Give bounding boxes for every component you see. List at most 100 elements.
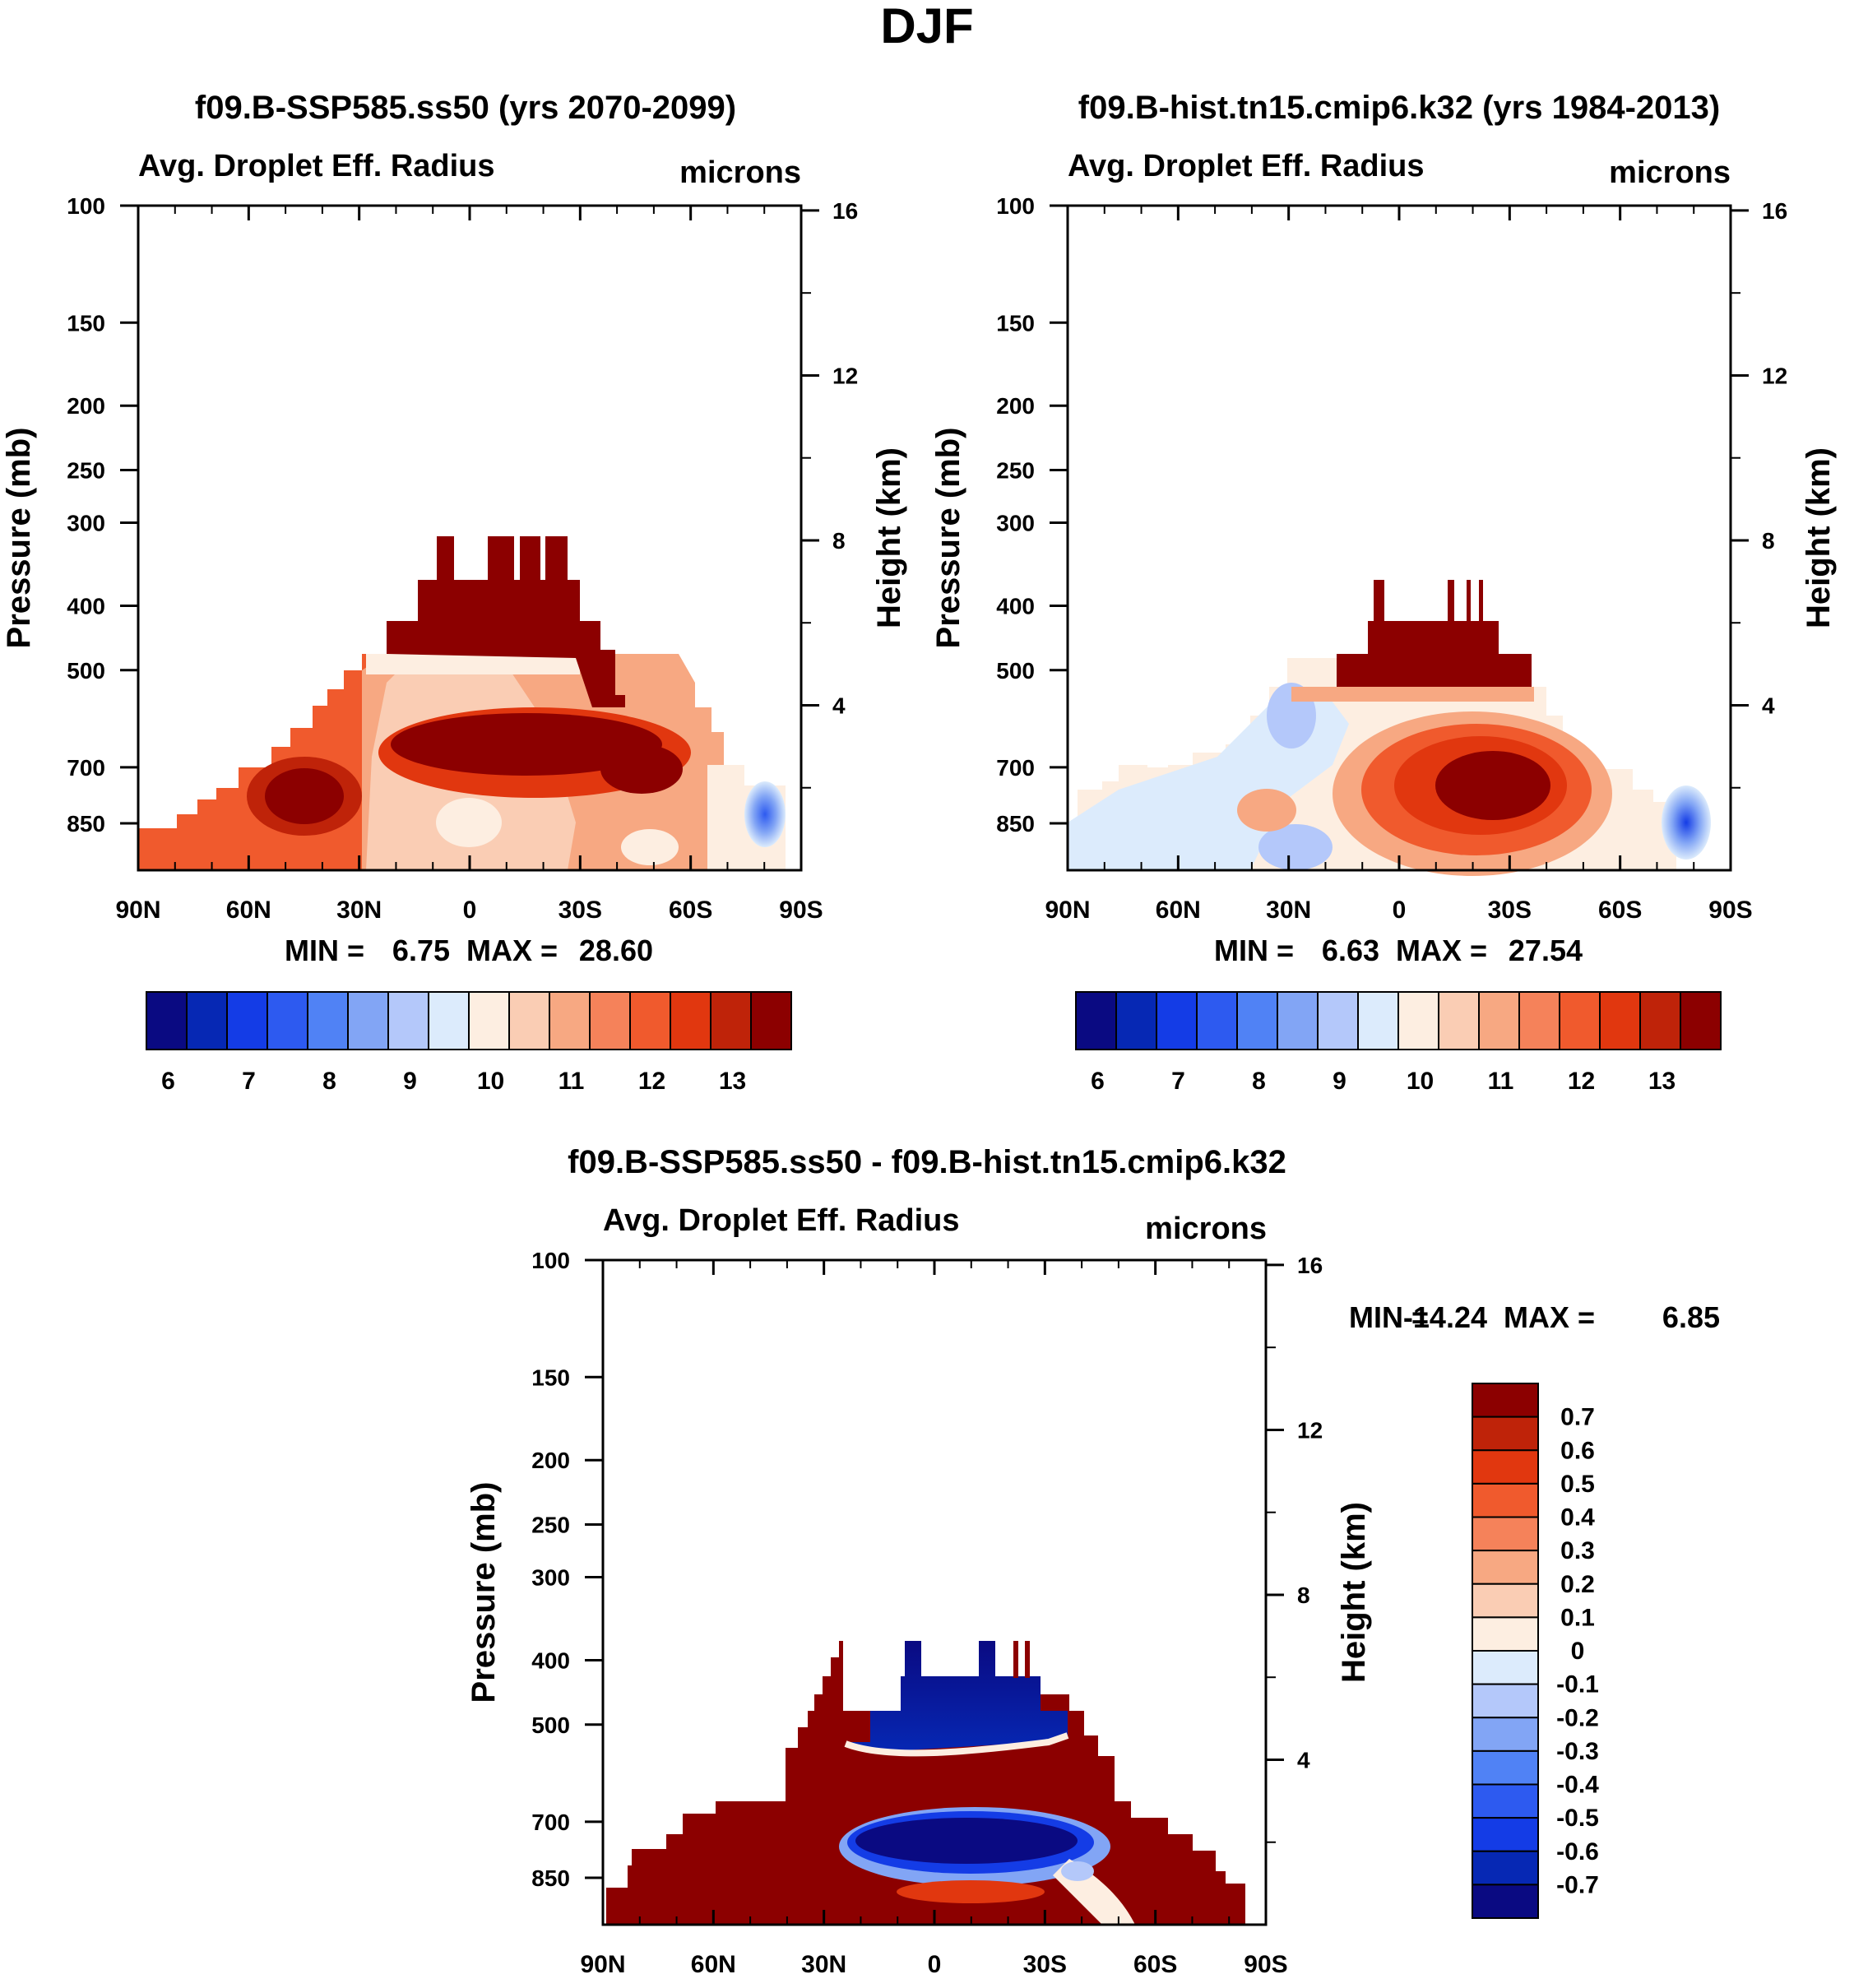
colorbar-swatch [1472, 1516, 1539, 1552]
y2-tick-label: 4 [1762, 693, 1775, 718]
p1-field-blue-patch [744, 781, 786, 847]
x-tick-label: 60S [669, 897, 712, 924]
colorbar-label: 7 [1171, 1068, 1185, 1095]
panel-2-max-label: MAX = [1396, 934, 1487, 967]
panel-2-title: f09.B-hist.tn15.cmip6.k32 (yrs 1984-2013… [1078, 90, 1720, 126]
y2-tick-label: 16 [1297, 1253, 1323, 1278]
colorbar-swatch [629, 991, 671, 1050]
x-tick-label: 90S [1708, 897, 1752, 924]
x-tick-label: 30S [1488, 897, 1532, 924]
panel-1-min-value: 6.75 [392, 934, 450, 967]
y-tick-label: 150 [67, 310, 105, 336]
p2-field-top-block [1337, 580, 1532, 687]
colorbar-swatch [468, 991, 510, 1050]
colorbar-label: -0.1 [1556, 1671, 1599, 1698]
panel-1-field [138, 536, 786, 870]
y-tick-label: 150 [996, 310, 1035, 336]
colorbar-swatch [1599, 991, 1641, 1050]
p3-field-top-block [846, 1641, 1068, 1754]
panel-3-max-label: MAX = [1504, 1300, 1595, 1334]
colorbar-label: 0.4 [1560, 1504, 1595, 1532]
colorbar-label: 10 [1407, 1068, 1434, 1095]
main-title: DJF [880, 0, 973, 53]
y-tick-label: 700 [996, 755, 1035, 781]
colorbar-label: 13 [719, 1068, 746, 1095]
y-tick-label: 250 [67, 458, 105, 484]
panel-3-title: f09.B-SSP585.ss50 - f09.B-hist.tn15.cmip… [568, 1144, 1286, 1180]
panel-1-y2label: Height (km) [871, 447, 907, 628]
y-tick-label: 850 [996, 811, 1035, 836]
x-tick-label: 90S [779, 897, 823, 924]
p2-field-blue-c [1258, 824, 1333, 870]
colorbar-label: -0.3 [1556, 1738, 1599, 1765]
panel-3-y2label: Height (km) [1336, 1502, 1372, 1683]
panel-3-units-label: microns [1145, 1212, 1267, 1246]
x-tick-label: 30N [801, 1951, 846, 1978]
panel-3-colorbar: 0.7 0.6 0.5 0.4 0.3 0.2 0.1 0 -0.1 -0.2 -0.3 -0.4 -0… [1472, 1383, 1599, 1919]
colorbar-label: -0.4 [1556, 1772, 1599, 1799]
y-tick-label: 200 [996, 393, 1035, 419]
colorbar-swatch [1680, 991, 1722, 1050]
panel-3-min-label: MIN = [1349, 1300, 1429, 1334]
colorbar-swatch [347, 991, 389, 1050]
y2-tick-label: 12 [1297, 1417, 1323, 1443]
colorbar-label: 6 [161, 1068, 175, 1095]
p3-field-blob-tail-blue [1061, 1861, 1094, 1881]
y-tick-label: 150 [531, 1365, 570, 1390]
panel-1-variable-label: Avg. Droplet Eff. Radius [138, 149, 495, 183]
colorbar-swatch [1472, 1616, 1539, 1652]
panel-3: f09.B-SSP585.ss50 - f09.B-hist.tn15.cmip… [466, 1144, 1720, 1978]
colorbar-swatch [1472, 1749, 1539, 1786]
x-tick-label: 0 [1393, 897, 1407, 924]
colorbar-swatch [1472, 1783, 1539, 1819]
colorbar-label: 6 [1091, 1068, 1105, 1095]
panel-2-stats: MIN = 6.63 MAX = 27.54 [1214, 934, 1583, 967]
p1-field-core-eq [391, 713, 662, 776]
panel-2-min-label: MIN = [1214, 934, 1294, 967]
colorbar-swatch [710, 991, 752, 1050]
p2-field-pale-band [1291, 687, 1534, 702]
colorbar-label: 0.1 [1560, 1604, 1595, 1631]
y2-tick-label: 8 [832, 528, 846, 554]
y-tick-label: 200 [531, 1448, 570, 1473]
x-tick-label: 0 [463, 897, 477, 924]
colorbar-swatch [1472, 1683, 1539, 1719]
colorbar-swatch [1196, 991, 1238, 1050]
colorbar-label: 8 [322, 1068, 336, 1095]
y-tick-label: 500 [996, 658, 1035, 684]
panel-1-title: f09.B-SSP585.ss50 (yrs 2070-2099) [195, 90, 736, 126]
colorbar-label: 7 [242, 1068, 256, 1095]
colorbar-label: 9 [403, 1068, 417, 1095]
colorbar-swatch [267, 991, 308, 1050]
y-tick-label: 250 [996, 458, 1035, 484]
p2-field-blue-patch [1662, 785, 1711, 860]
panel-3-field [606, 1641, 1245, 1925]
y2-tick-label: 16 [832, 198, 858, 224]
p3-field-top-spike-a [1013, 1641, 1018, 1678]
x-tick-label: 30N [1266, 897, 1311, 924]
y-tick-label: 100 [531, 1248, 570, 1273]
x-tick-label: 90N [1045, 897, 1090, 924]
y-tick-label: 850 [67, 811, 105, 836]
colorbar-label: 0 [1571, 1638, 1585, 1665]
colorbar-swatch [508, 991, 550, 1050]
colorbar-swatch [1472, 1850, 1539, 1886]
y-tick-label: 100 [996, 193, 1035, 219]
panel-1-ylabel: Pressure (mb) [1, 428, 37, 649]
y-tick-label: 700 [531, 1810, 570, 1835]
y-tick-label: 250 [531, 1513, 570, 1538]
y2-tick-label: 4 [1297, 1747, 1310, 1773]
y2-tick-label: 4 [832, 693, 846, 718]
p1-field-core-nh [265, 768, 344, 824]
y2-tick-label: 12 [1762, 363, 1787, 388]
panel-2-ylabel: Pressure (mb) [930, 428, 966, 649]
p1-field-white-b [621, 829, 679, 865]
p1-field-pale-band [366, 654, 580, 674]
panel-2-colorbar: 6 7 8 9 10 11 12 13 [1075, 991, 1722, 1095]
colorbar-swatch [1472, 1817, 1539, 1852]
y-tick-label: 100 [67, 193, 105, 219]
p3-field-top-spike-b [1025, 1641, 1030, 1678]
y-tick-label: 850 [531, 1865, 570, 1891]
y2-tick-label: 12 [832, 363, 858, 388]
colorbar-label: 10 [477, 1068, 504, 1095]
